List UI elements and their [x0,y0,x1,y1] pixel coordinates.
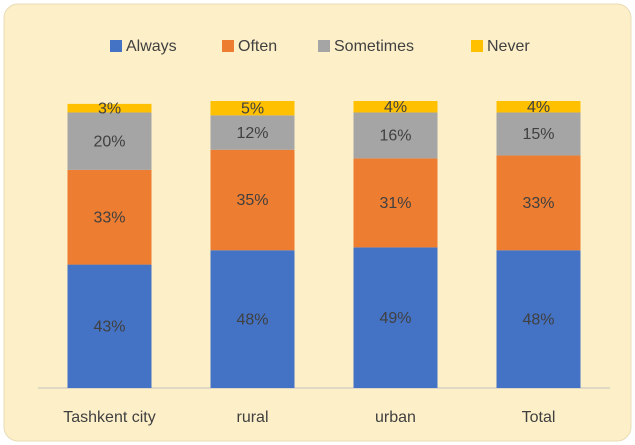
data-label: 48% [522,311,554,328]
data-label: 5% [241,100,264,117]
bar-segment [67,169,152,265]
bar-segment [496,101,581,113]
legend-label: Always [126,38,177,55]
bar-segment [353,112,438,159]
data-label: 15% [522,126,554,143]
data-label: 49% [379,310,411,327]
bar-segment [210,115,295,150]
data-label: 35% [236,192,268,209]
bar-segment [353,101,438,113]
bar-segment [496,112,581,156]
legend-label: Sometimes [334,38,414,55]
bar-segment [210,101,295,116]
x-tick-label: Total [522,409,556,426]
bar-segment [210,149,295,251]
legend-swatch [110,40,122,52]
bar-segment [67,103,152,113]
bar-segment [67,112,152,170]
legend-swatch [471,40,483,52]
x-tick-label: urban [375,409,416,426]
bar-segment [67,264,152,388]
legend-label: Often [238,38,277,55]
data-label: 31% [379,195,411,212]
legend-swatch [318,40,330,52]
chart-background [3,3,632,442]
data-label: 33% [93,209,125,226]
legend-swatch [222,40,234,52]
data-label: 33% [522,195,554,212]
bar-segment [496,250,581,388]
data-label: 12% [236,125,268,142]
data-label: 16% [379,128,411,145]
data-label: 4% [527,99,550,116]
x-tick-label: Tashkent city [63,409,155,426]
bar-segment [496,155,581,251]
legend-label: Never [487,38,530,55]
bar-segment [210,250,295,388]
data-label: 43% [93,319,125,336]
data-label: 48% [236,311,268,328]
data-label: 3% [98,100,121,117]
x-tick-label: rural [236,409,268,426]
data-label: 20% [93,133,125,150]
bar-segment [353,158,438,248]
data-label: 4% [384,99,407,116]
bar-segment [353,247,438,388]
